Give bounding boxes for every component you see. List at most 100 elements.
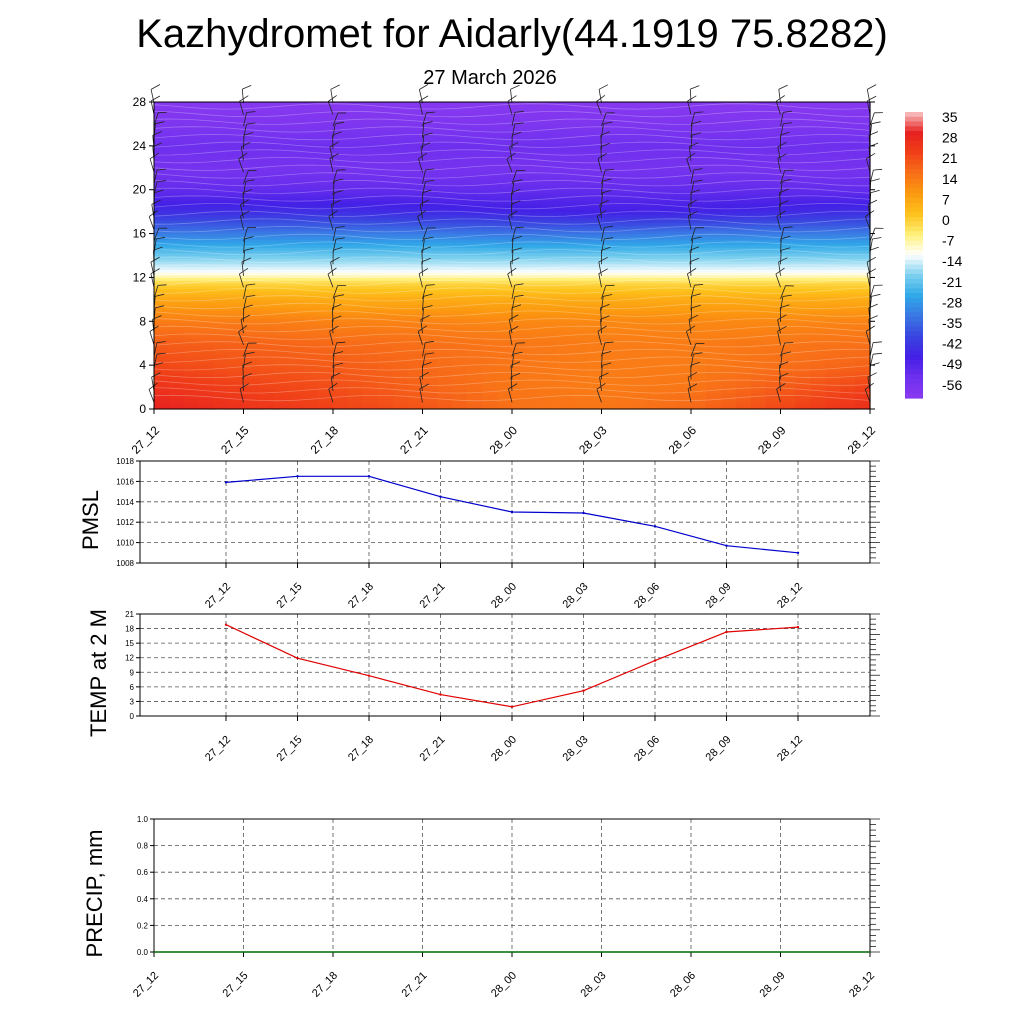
temperature-cell	[631, 219, 647, 224]
temperature-cell	[512, 373, 528, 377]
temperature-cell	[333, 200, 349, 205]
temperature-cell	[735, 184, 752, 188]
temperature-cell	[661, 143, 677, 147]
temperature-cell	[303, 186, 319, 191]
temperature-cell	[661, 140, 677, 144]
temperature-cell	[840, 340, 856, 344]
temperature-cell	[735, 277, 752, 281]
temperature-cell	[810, 354, 826, 358]
temperature-cell	[631, 293, 647, 298]
temperature-cell	[407, 211, 424, 215]
temperature-cell	[571, 345, 588, 350]
temperature-cell	[765, 252, 782, 257]
temperature-cell	[556, 162, 573, 166]
temperature-cell	[347, 293, 364, 298]
temperature-cell	[183, 362, 200, 366]
temperature-cell	[482, 186, 498, 191]
temperature-cell	[288, 203, 304, 207]
temperature-cell	[825, 274, 841, 279]
temperature-cell	[198, 392, 215, 396]
temperature-cell	[213, 384, 230, 388]
temperature-cell	[318, 329, 334, 333]
temperature-cell	[661, 214, 677, 218]
temperature-cell	[691, 165, 707, 169]
temperature-cell	[288, 173, 304, 177]
temperature-cell	[541, 384, 558, 388]
temperature-cell	[198, 236, 215, 240]
temperature-cell	[765, 307, 782, 311]
temperature-cell	[422, 247, 439, 251]
temperature-cell	[556, 403, 573, 407]
temperature-cell	[407, 255, 424, 259]
temperature-cell	[780, 129, 797, 133]
temperature-cell	[198, 370, 215, 374]
temperature-cell	[512, 129, 528, 133]
temperature-cell	[482, 310, 498, 314]
temperature-cell	[392, 348, 409, 353]
temperature-cell	[183, 384, 200, 388]
temperature-cell	[691, 148, 707, 152]
temperature-cell	[347, 398, 364, 402]
temperature-cell	[855, 351, 871, 355]
temperature-cell	[452, 241, 468, 246]
temperature-cell	[377, 282, 394, 287]
temperature-cell	[571, 337, 588, 342]
temperature-cell	[198, 354, 215, 358]
temperature-cell	[168, 143, 185, 147]
temperature-cell	[467, 395, 483, 399]
temperature-cell	[631, 156, 647, 161]
temperature-cell	[526, 236, 543, 240]
temperature-cell	[512, 123, 528, 128]
temperature-cell	[855, 332, 871, 336]
temperature-cell	[586, 389, 603, 394]
temperature-cell	[691, 378, 707, 383]
temperature-cell	[258, 280, 274, 284]
temperature-cell	[810, 258, 826, 262]
temperature-cell	[705, 389, 722, 394]
temperature-cell	[168, 343, 185, 347]
temperature-cell	[571, 222, 588, 226]
temperature-cell	[407, 219, 424, 224]
temperature-cell	[795, 384, 811, 388]
temperature-cell	[497, 258, 513, 262]
temperature-cell	[273, 293, 289, 298]
temperature-cell	[183, 222, 200, 226]
temperature-cell	[571, 343, 588, 347]
temperature-cell	[840, 395, 856, 399]
temperature-cell	[243, 356, 260, 361]
temperature-cell	[198, 162, 215, 166]
temperature-cell	[377, 296, 394, 300]
temperature-cell	[422, 176, 439, 180]
temperature-cell	[601, 337, 618, 342]
temperature-cell	[243, 291, 260, 295]
temperature-cell	[407, 162, 424, 166]
temperature-cell	[467, 365, 483, 369]
temperature-cell	[198, 345, 215, 350]
temperature-cell	[407, 389, 424, 394]
temperature-cell	[735, 181, 752, 185]
temperature-cell	[720, 222, 737, 226]
temperature-cell	[407, 214, 424, 218]
temperature-cell	[750, 140, 767, 144]
temperature-cell	[168, 291, 185, 295]
temperature-cell	[467, 132, 483, 136]
temperature-cell	[586, 211, 603, 215]
temperature-cell	[512, 307, 528, 311]
temperature-cell	[422, 354, 439, 358]
temperature-cell	[735, 236, 752, 240]
temperature-cell	[705, 222, 722, 226]
temperature-cell	[213, 162, 230, 166]
temperature-cell	[258, 184, 274, 188]
temperature-cell	[273, 239, 289, 243]
temperature-cell	[810, 321, 826, 325]
temperature-cell	[213, 170, 230, 174]
temperature-cell	[407, 274, 424, 279]
temperature-cell	[407, 356, 424, 361]
temperature-cell	[422, 140, 439, 144]
temperature-cell	[691, 162, 707, 166]
temperature-cell	[183, 228, 200, 232]
temperature-cell	[482, 162, 498, 166]
temperature-cell	[765, 406, 782, 410]
temperature-cell	[258, 345, 274, 350]
temperature-cell	[541, 282, 558, 287]
